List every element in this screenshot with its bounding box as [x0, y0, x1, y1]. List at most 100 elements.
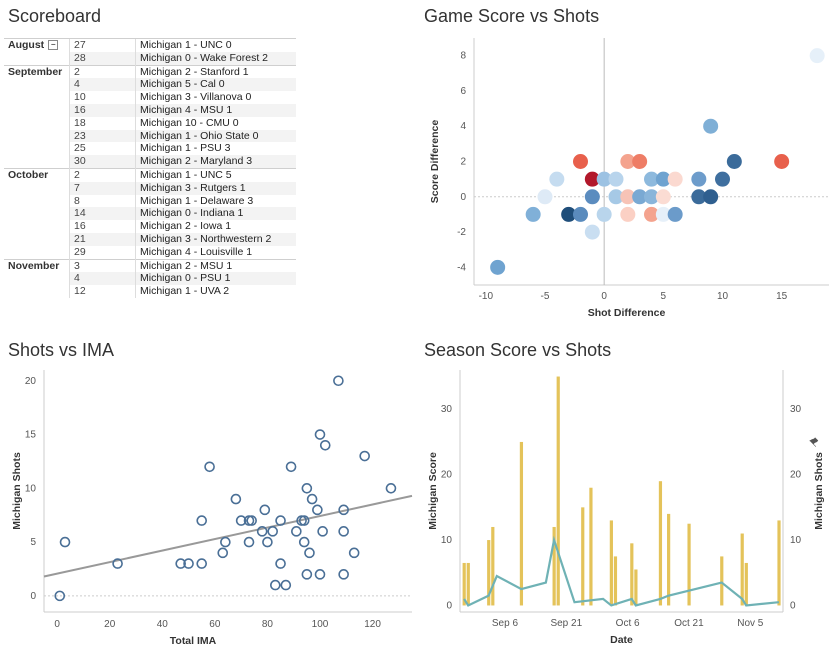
data-point — [312, 504, 323, 516]
data-point — [774, 154, 790, 169]
game-result: Michigan 0 - Wake Forest 2 — [135, 51, 296, 66]
y-tick-label: 5 — [30, 537, 36, 548]
table-row[interactable]: 7 Michigan 3 - Rutgers 1 — [4, 181, 296, 195]
table-row[interactable]: September 2 Michigan 2 - Stanford 1 — [4, 64, 296, 169]
bar — [589, 487, 593, 606]
bar — [658, 481, 663, 606]
pin-icon[interactable]: ⚑ — [806, 433, 824, 451]
collapse-icon[interactable]: − — [48, 40, 59, 51]
data-point — [301, 569, 313, 580]
data-point — [301, 483, 313, 494]
game-result: Michigan 10 - CMU 0 — [135, 116, 296, 130]
table-row[interactable]: 21 Michigan 3 - Northwestern 2 — [4, 232, 296, 246]
right-tick-label: 0 — [790, 600, 796, 611]
bar — [466, 562, 470, 606]
month-label: November — [8, 259, 60, 272]
game-result: Michigan 2 - Iowa 1 — [135, 220, 296, 233]
data-point — [584, 189, 600, 205]
bar — [552, 526, 556, 606]
data-point — [632, 189, 648, 205]
game-result: Michigan 3 - Rutgers 1 — [135, 181, 296, 195]
game-day: 2 — [69, 64, 136, 79]
game-result: Michigan 1 - Delaware 3 — [135, 194, 296, 208]
table-row[interactable]: 8 Michigan 1 - Delaware 3 — [4, 194, 296, 208]
table-row[interactable]: 25 Michigan 1 - PSU 3 — [4, 142, 296, 156]
data-point — [259, 504, 271, 516]
scoreboard-table: August −27 Michigan 1 - UNC 0 28 Michigan 0 … — [4, 37, 296, 298]
data-point — [298, 515, 310, 526]
table-row[interactable]: 29 Michigan 4 - Louisville 1 — [4, 245, 296, 260]
table-row[interactable]: 12 Michigan 1 - UVA 2 — [4, 285, 296, 298]
data-point — [715, 171, 730, 187]
game-result: Michigan 1 - UVA 2 — [135, 285, 296, 298]
table-row[interactable]: August −27 Michigan 1 - UNC 0 — [4, 37, 296, 66]
data-point — [230, 493, 242, 505]
game-day: 25 — [69, 142, 136, 156]
x-axis-title: Shot Difference — [588, 307, 666, 319]
game-result: Michigan 2 - Maryland 3 — [135, 155, 296, 169]
table-row[interactable]: October 2 Michigan 1 - UNC 5 — [4, 167, 296, 260]
game-day: 30 — [69, 155, 136, 169]
table-row[interactable]: 23 Michigan 1 - Ohio State 0 — [4, 129, 296, 143]
x-tick-label: Nov 5 — [737, 618, 764, 629]
table-row[interactable]: 4 Michigan 0 - PSU 1 — [4, 272, 296, 286]
bar — [740, 533, 744, 606]
data-point — [691, 189, 707, 205]
game-result: Michigan 0 - PSU 1 — [135, 272, 296, 286]
data-point — [348, 547, 360, 559]
game-day: 10 — [69, 91, 136, 104]
shots-vs-ima-chart: 0 20 40 60 80 100 120 0 5 10 15 20 Total IMA Michigan… — [11, 370, 413, 647]
bar — [634, 569, 638, 606]
data-point — [644, 171, 659, 187]
bar — [609, 520, 613, 606]
game-day: 4 — [69, 78, 136, 92]
month-label: October — [8, 168, 49, 181]
left-axis-title: Michigan Score — [427, 452, 439, 530]
left-tick-label: 20 — [441, 470, 453, 481]
data-point — [537, 189, 553, 205]
y-tick-label: 6 — [460, 86, 466, 97]
data-point — [608, 189, 624, 205]
table-row[interactable]: 16 Michigan 4 - MSU 1 — [4, 103, 296, 117]
table-row[interactable]: 18 Michigan 10 - CMU 0 — [4, 116, 296, 130]
data-point — [644, 189, 659, 205]
table-row[interactable]: 4 Michigan 5 - Cal 0 — [4, 78, 296, 92]
data-point — [304, 547, 315, 559]
table-row[interactable]: November 3 Michigan 2 - MSU 1 — [4, 258, 296, 298]
bar — [487, 540, 491, 606]
data-point — [59, 536, 71, 548]
data-point — [314, 569, 326, 580]
data-point — [183, 558, 194, 569]
table-row[interactable]: 30 Michigan 2 - Maryland 3 — [4, 155, 296, 169]
data-point — [204, 461, 215, 473]
data-point — [298, 536, 310, 548]
data-point — [112, 558, 123, 569]
data-point — [275, 558, 286, 569]
data-point — [291, 526, 302, 537]
table-row[interactable]: 28 Michigan 0 - Wake Forest 2 — [4, 51, 296, 66]
season-score-vs-shots-chart: 0 10 20 30 0 10 20 30 Sep 6 Sep 21 Oct 6 Oct 21 Nov … — [427, 370, 825, 646]
data-point — [175, 558, 186, 569]
x-tick-label: Oct 6 — [616, 618, 640, 629]
x-tick-label: 100 — [312, 619, 329, 630]
x-tick-label: 10 — [717, 291, 729, 302]
table-row[interactable]: 16 Michigan 2 - Iowa 1 — [4, 220, 296, 233]
game-day: 29 — [69, 245, 136, 260]
data-point — [632, 154, 648, 169]
data-point — [667, 206, 683, 222]
game-day: 12 — [69, 285, 136, 298]
month-header: August − — [4, 38, 70, 66]
trend-line — [43, 494, 413, 578]
data-point — [726, 154, 742, 169]
data-point — [549, 171, 565, 187]
data-point — [217, 547, 229, 559]
data-point — [314, 429, 326, 440]
data-point — [703, 118, 719, 134]
y-axis-title: Score Difference — [429, 120, 441, 204]
table-row[interactable]: 10 Michigan 3 - Villanova 0 — [4, 91, 296, 104]
data-point — [359, 450, 370, 462]
game-result: Michigan 1 - Ohio State 0 — [135, 129, 296, 143]
table-row[interactable]: 14 Michigan 0 - Indiana 1 — [4, 207, 296, 221]
right-tick-label: 30 — [790, 404, 802, 415]
game-day: 16 — [69, 220, 136, 233]
